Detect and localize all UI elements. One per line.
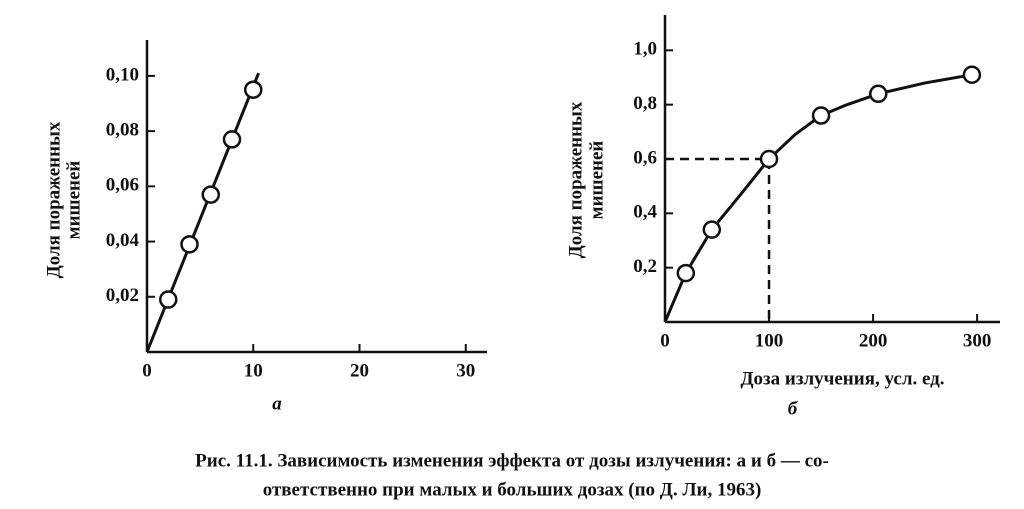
y-axis-label: Доля пораженных <box>43 121 64 278</box>
y-tick-label: 0,02 <box>106 285 139 306</box>
data-point <box>702 220 722 239</box>
x-axis-label: Доза излучения, усл. ед. <box>740 368 944 389</box>
caption-line: Рис. 11.1. Зависимость изменения эффекта… <box>195 450 829 471</box>
y-tick-label: 0,08 <box>106 119 139 140</box>
x-tick-label: 30 <box>456 360 475 381</box>
x-tick-label: 100 <box>755 330 784 351</box>
data-point <box>222 130 242 149</box>
y-axis-label: мишеней <box>63 161 84 240</box>
x-tick-label: 300 <box>963 330 992 351</box>
data-point <box>811 106 831 125</box>
curve <box>663 73 973 323</box>
data-point <box>159 290 178 309</box>
data-point <box>676 263 696 283</box>
y-tick-label: 0,6 <box>633 147 657 168</box>
y-axis-label: Доля пораженных <box>565 101 586 258</box>
panel-label: б <box>788 398 799 419</box>
curve <box>145 72 260 353</box>
y-tick-label: 0,04 <box>106 230 140 251</box>
y-tick-label: 0,10 <box>106 64 139 85</box>
y-tick-label: 0,8 <box>633 93 657 114</box>
x-tick-label: 0 <box>142 360 152 381</box>
data-point <box>759 149 779 169</box>
guide-line <box>665 157 771 322</box>
data-point <box>962 65 982 85</box>
caption-line: ответственно при малых и больших дозах (… <box>263 479 762 500</box>
data-point <box>244 80 263 99</box>
y-tick-label: 0,2 <box>633 256 657 277</box>
data-point <box>869 84 888 104</box>
data-point <box>180 235 199 254</box>
y-tick-label: 0,06 <box>106 175 139 196</box>
data-point <box>201 185 220 204</box>
panel-label: а <box>272 393 282 414</box>
x-tick-label: 0 <box>660 330 670 351</box>
y-tick-label: 0,4 <box>633 202 657 223</box>
x-tick-label: 10 <box>244 360 263 381</box>
y-tick-label: 1,0 <box>633 39 657 60</box>
y-axis-label: мишеней <box>586 141 607 220</box>
x-tick-label: 200 <box>859 330 888 351</box>
x-tick-label: 20 <box>350 360 369 381</box>
